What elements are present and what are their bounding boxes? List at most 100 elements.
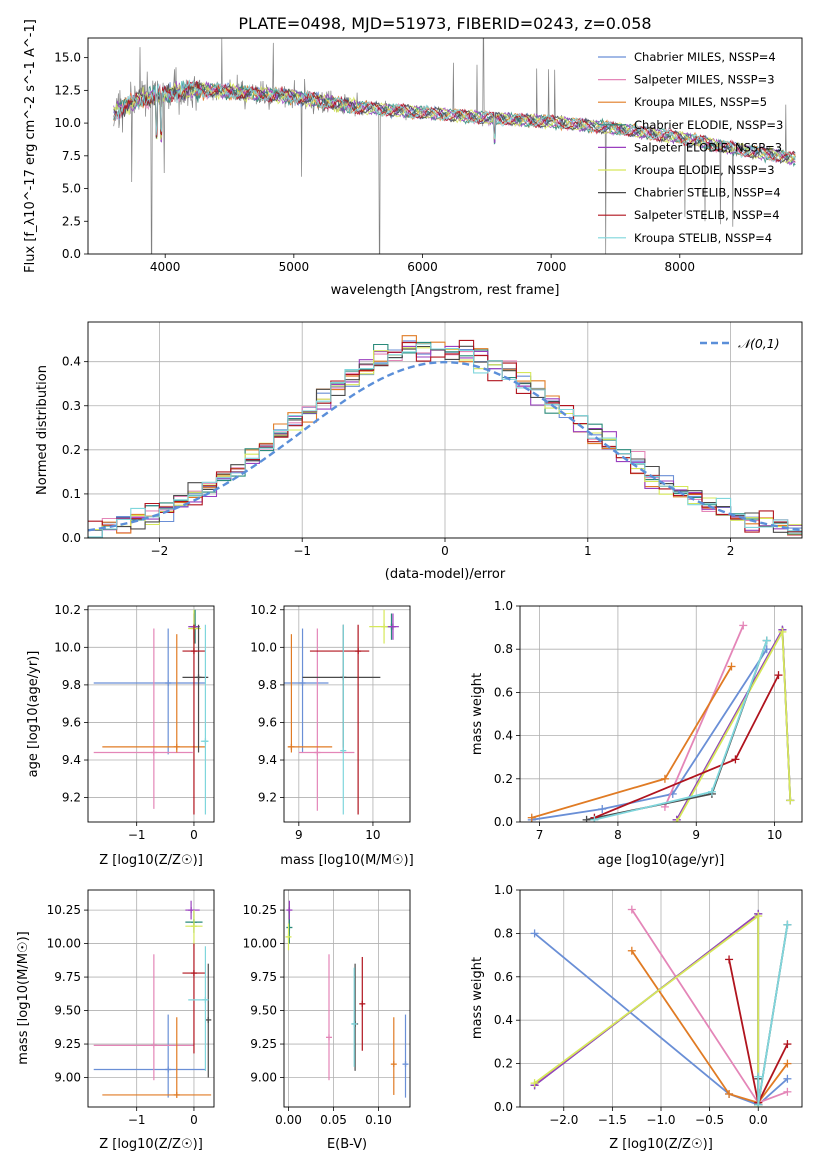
plot-area bbox=[520, 890, 802, 1107]
x-tick-label: 8000 bbox=[665, 260, 696, 274]
legend-entry: Salpeter ELODIE, NSSP=3 bbox=[634, 140, 782, 154]
y-tick-label: 9.8 bbox=[62, 678, 81, 692]
y-tick-label: 0.2 bbox=[494, 1057, 513, 1071]
x-tick-label: 7 bbox=[536, 828, 544, 842]
y-axis-label: age [log10(age/yr)] bbox=[26, 651, 41, 778]
axes-frame bbox=[87, 605, 215, 823]
y-tick-label: 0.8 bbox=[494, 642, 513, 656]
weight-line-kroupa-elodie bbox=[534, 914, 760, 1107]
y-axis-label: mass weight bbox=[470, 957, 485, 1039]
axes-frame bbox=[283, 889, 411, 1108]
spectrum-model-chabrier-stelib bbox=[113, 81, 796, 164]
x-tick-label: 0 bbox=[190, 828, 198, 842]
y-tick-label: 15.0 bbox=[54, 51, 81, 65]
y-tick-label: 10.00 bbox=[47, 937, 81, 951]
x-axis-label: E(B-V) bbox=[327, 1137, 367, 1152]
panel-z-mass: −1 0 9.00 9.25 9.50 9.75 10.00 10.25 Z [log10(Z/… bbox=[16, 889, 215, 1152]
y-tick-label: 10.2 bbox=[54, 603, 81, 617]
axes: 7 8 9 10 0.0 0.2 0.4 0.6 0.8 1.0 age [log10(age/yr… bbox=[470, 599, 803, 868]
x-tick-label: 10 bbox=[767, 828, 782, 842]
axes: −1 0 9.2 9.4 9.6 9.8 10.0 10.2 Z [log10(Z/Z☉)] ag… bbox=[26, 603, 215, 868]
axes-frame bbox=[283, 605, 411, 823]
legend-entry: Chabrier ELODIE, NSSP=3 bbox=[634, 118, 783, 132]
legend-entry: Chabrier MILES, NSSP=4 bbox=[634, 50, 776, 64]
y-tick-label: 9.6 bbox=[258, 715, 277, 729]
weight-line-kroupa-miles bbox=[631, 950, 789, 1104]
y-tick-label: 0.4 bbox=[62, 355, 81, 369]
plot-area bbox=[284, 606, 410, 822]
x-axis-label: Z [log10(Z/Z☉)] bbox=[99, 1137, 203, 1152]
hist-salpeter-stelib bbox=[88, 339, 802, 533]
weight-line-kroupa-stelib bbox=[757, 924, 789, 1105]
y-tick-label: 0.6 bbox=[494, 970, 513, 984]
weight-line-salpeter-miles bbox=[664, 625, 745, 808]
y-tick-label: 10.25 bbox=[47, 903, 81, 917]
y-tick-label: 0.0 bbox=[494, 815, 513, 829]
x-tick-label: −2.0 bbox=[549, 1113, 578, 1127]
x-tick-label: 10 bbox=[365, 828, 380, 842]
x-tick-label: −1.0 bbox=[646, 1113, 675, 1127]
legend: 𝒩(0,1) bbox=[700, 336, 780, 351]
y-tick-label: 0.8 bbox=[494, 926, 513, 940]
y-tick-label: 9.25 bbox=[54, 1037, 81, 1051]
y-tick-label: 0.0 bbox=[494, 1100, 513, 1114]
x-tick-label: 0.10 bbox=[365, 1113, 392, 1127]
x-tick-label: 5000 bbox=[279, 260, 310, 274]
y-tick-label: 9.4 bbox=[258, 753, 277, 767]
axes-frame bbox=[519, 605, 803, 823]
y-tick-label: 9.00 bbox=[250, 1071, 277, 1085]
legend-entry: Salpeter STELIB, NSSP=4 bbox=[634, 208, 780, 222]
y-tick-label: 9.75 bbox=[54, 970, 81, 984]
x-tick-label: 2 bbox=[727, 544, 735, 558]
y-tick-label: 9.50 bbox=[250, 1004, 277, 1018]
y-axis-label: Normed distribution bbox=[35, 365, 50, 495]
axes: −2 −1 0 1 2 0.0 0.1 0.2 0.3 0.4 (data-model)/error… bbox=[35, 321, 803, 582]
axes-frame bbox=[87, 321, 803, 539]
legend-entry: Kroupa STELIB, NSSP=4 bbox=[634, 231, 772, 245]
axes: 4000 5000 6000 7000 8000 0.0 2.5 5.0 7.5 10.0 12.5… bbox=[23, 19, 803, 298]
axes-frame bbox=[87, 37, 803, 255]
panel-z-age: −1 0 9.2 9.4 9.6 9.8 10.0 10.2 Z [log10(Z/Z☉)] ag… bbox=[26, 603, 215, 868]
gauss-curve bbox=[88, 360, 802, 532]
legend-entry: Chabrier STELIB, NSSP=4 bbox=[634, 186, 781, 200]
axes: −2.0 −1.5 −1.0 −0.5 0.0 0.0 0.2 0.4 0.6 0.8 1.0 Z [… bbox=[470, 883, 803, 1152]
x-tick-label: 4000 bbox=[150, 260, 181, 274]
y-tick-label: 1.0 bbox=[494, 599, 513, 613]
y-tick-label: 9.50 bbox=[54, 1004, 81, 1018]
y-tick-label: 9.25 bbox=[250, 1037, 277, 1051]
y-tick-label: 10.0 bbox=[54, 640, 81, 654]
y-tick-label: 0.0 bbox=[62, 247, 81, 261]
y-tick-label: 10.00 bbox=[243, 937, 277, 951]
x-tick-label: 0.05 bbox=[320, 1113, 347, 1127]
chart-layer: 4000 5000 6000 7000 80000.02.55.07.510.012.5… bbox=[16, 19, 803, 1152]
y-tick-label: 1.0 bbox=[494, 883, 513, 897]
legend-entry: 𝒩(0,1) bbox=[738, 336, 780, 351]
x-tick-label: −1.5 bbox=[598, 1113, 627, 1127]
y-tick-label: 9.00 bbox=[54, 1071, 81, 1085]
y-tick-label: 9.75 bbox=[250, 970, 277, 984]
y-tick-label: 9.2 bbox=[62, 791, 81, 805]
x-tick-label: 6000 bbox=[407, 260, 438, 274]
spectrum-model-kroupa-stelib bbox=[113, 79, 796, 162]
y-tick-label: 0.1 bbox=[62, 487, 81, 501]
y-tick-label: 9.8 bbox=[258, 678, 277, 692]
x-axis-label: wavelength [Angstrom, rest frame] bbox=[331, 283, 560, 298]
x-tick-label: −1 bbox=[128, 1113, 146, 1127]
x-tick-label: −1 bbox=[128, 828, 146, 842]
plot-area bbox=[284, 890, 410, 1107]
y-tick-label: 2.5 bbox=[62, 214, 81, 228]
weight-line-salpeter-stelib bbox=[594, 674, 780, 819]
x-tick-label: 9 bbox=[295, 828, 303, 842]
legend-entry: Kroupa ELODIE, NSSP=3 bbox=[634, 163, 775, 177]
y-axis-label: mass [log10(M/M☉)] bbox=[16, 931, 31, 1064]
y-tick-label: 5.0 bbox=[62, 182, 81, 196]
y-tick-label: 12.5 bbox=[54, 83, 81, 97]
panel-residuals: −2 −1 0 1 2 0.0 0.1 0.2 0.3 0.4 (data-model)/error… bbox=[35, 321, 803, 582]
panel-mass-age: 9 10 9.2 9.4 9.6 9.8 10.0 10.2 mass [log10(M/M☉)… bbox=[250, 603, 413, 868]
y-axis-label: Flux [f_λ10^-17 erg cm^-2 s^-1 A^-1] bbox=[23, 19, 38, 273]
plot-area bbox=[88, 322, 802, 538]
y-tick-label: 9.2 bbox=[258, 791, 277, 805]
weight-line-chabrier-miles bbox=[531, 648, 768, 821]
y-tick-label: 0.6 bbox=[494, 685, 513, 699]
panel-ebv-mass: 0.00 0.05 0.10 9.00 9.25 9.50 9.75 10.00 10.25 E(… bbox=[243, 889, 411, 1152]
